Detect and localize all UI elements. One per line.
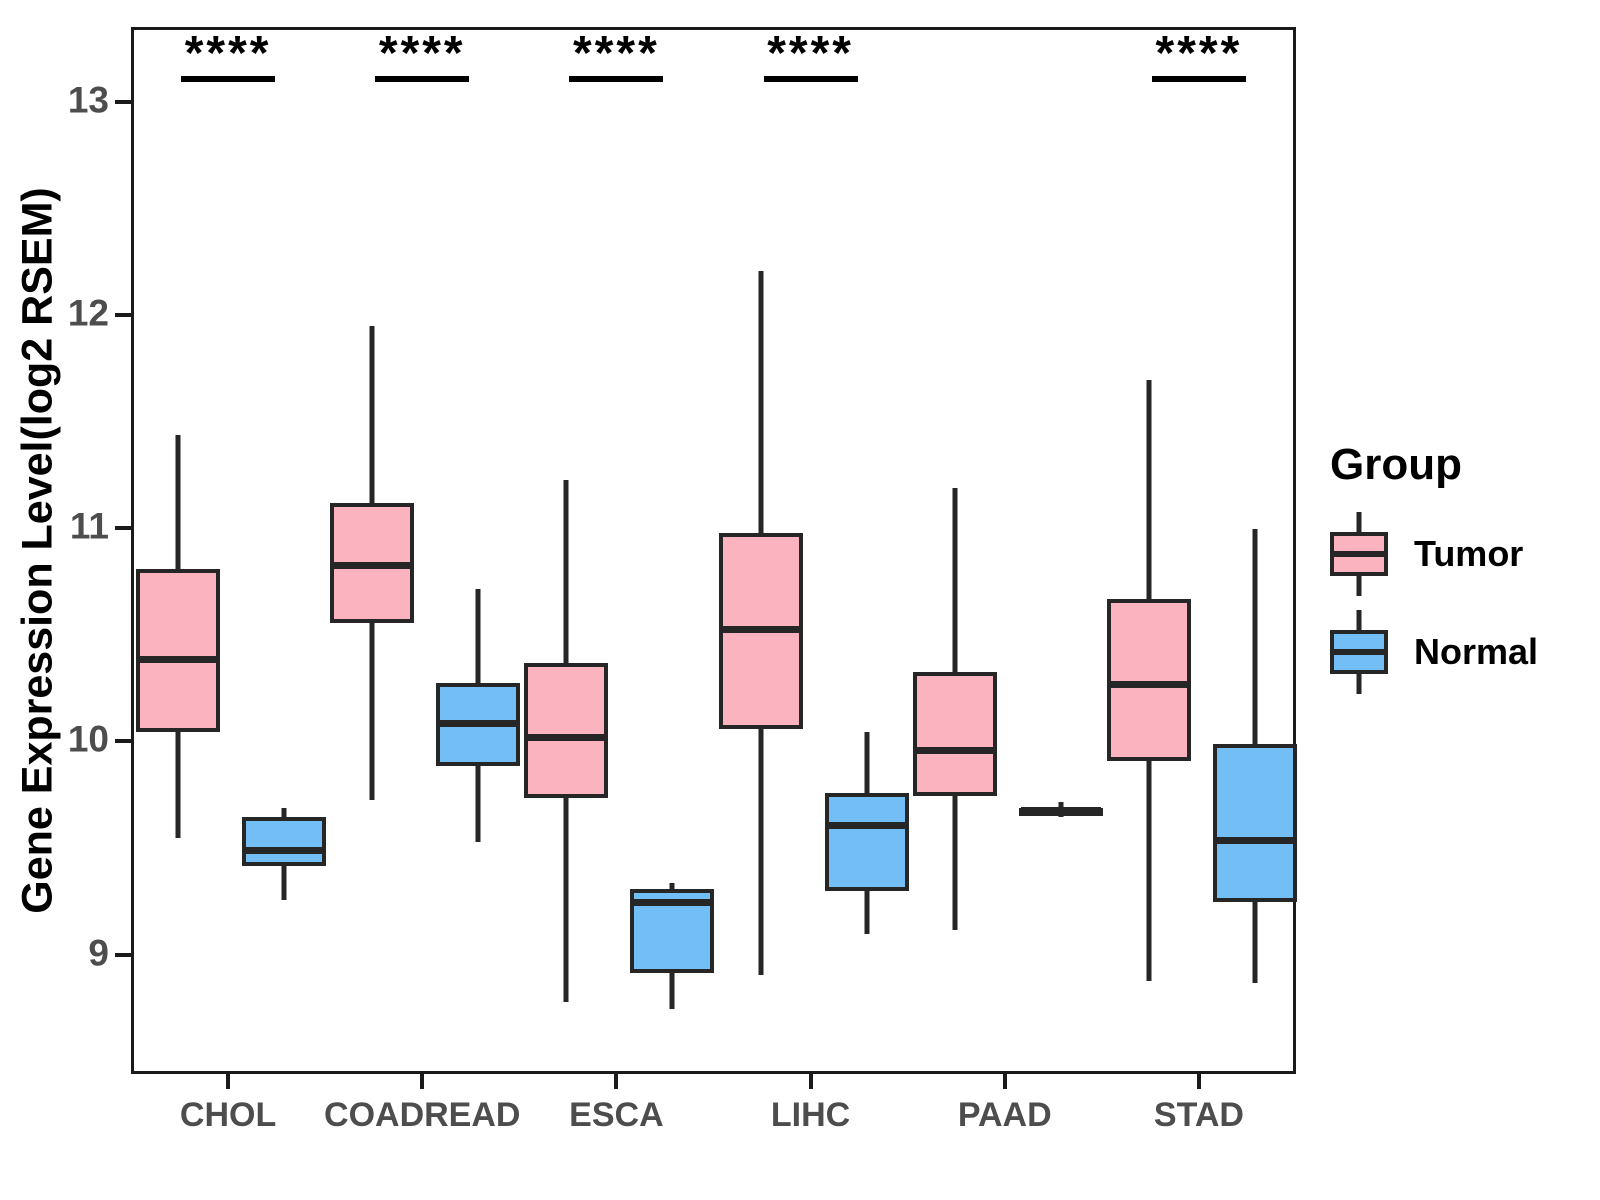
- box-tumor-chol: [136, 569, 221, 732]
- x-axis-tick: [1002, 1074, 1007, 1089]
- significance-bar-coadread: [375, 76, 470, 82]
- significance-stars-chol: ****: [184, 27, 272, 80]
- median-tumor-stad: [1108, 681, 1189, 689]
- box-normal-lihc: [824, 793, 909, 892]
- box-tumor-esca: [524, 663, 609, 798]
- x-axis-tick-label-coadread: COADREAD: [324, 1096, 521, 1134]
- y-axis-tick: [115, 952, 131, 957]
- x-axis-tick: [226, 1074, 231, 1089]
- y-axis-tick-label: 10: [67, 718, 109, 760]
- significance-stars-stad: ****: [1155, 27, 1243, 80]
- legend: Group Tumor Normal: [1330, 440, 1590, 708]
- x-axis-tick-label-chol: CHOL: [179, 1096, 277, 1134]
- significance-bar-esca: [569, 76, 664, 82]
- median-tumor-chol: [138, 655, 219, 663]
- legend-item-tumor: Tumor: [1330, 512, 1590, 596]
- significance-bar-chol: [181, 76, 276, 82]
- x-axis-tick-label-esca: ESCA: [569, 1096, 664, 1134]
- median-normal-coadread: [438, 719, 519, 727]
- median-normal-paad: [1020, 806, 1101, 814]
- x-axis-tick-label-lihc: LIHC: [770, 1096, 851, 1134]
- y-axis-tick: [115, 739, 131, 744]
- box-normal-stad: [1212, 744, 1297, 903]
- x-axis-tick-label-stad: STAD: [1153, 1096, 1244, 1134]
- significance-bar-lihc: [763, 76, 858, 82]
- legend-label-normal: Normal: [1414, 631, 1539, 672]
- boxplot-glyph-icon: [1330, 610, 1388, 694]
- y-axis-tick: [115, 526, 131, 531]
- box-tumor-paad: [912, 671, 997, 796]
- x-axis-tick-label-paad: PAAD: [957, 1096, 1052, 1134]
- y-axis-tick-label: 11: [69, 505, 109, 547]
- legend-item-normal: Normal: [1330, 610, 1590, 694]
- median-normal-stad: [1214, 836, 1295, 844]
- box-normal-chol: [242, 816, 327, 866]
- legend-title: Group: [1330, 440, 1462, 489]
- plot-panel: [131, 27, 1297, 1074]
- y-axis-tick-label: 12: [67, 292, 109, 334]
- significance-stars-esca: ****: [573, 27, 660, 80]
- y-axis-tick: [115, 312, 131, 317]
- median-tumor-esca: [526, 734, 607, 742]
- median-normal-chol: [244, 847, 325, 855]
- median-tumor-lihc: [720, 625, 801, 633]
- significance-bar-stad: [1151, 76, 1246, 82]
- median-normal-esca: [632, 898, 713, 906]
- x-axis-tick: [420, 1074, 425, 1089]
- median-tumor-coadread: [332, 561, 413, 569]
- y-axis-title: Gene Expression Level(log2 RSEM): [8, 27, 68, 1074]
- significance-stars-coadread: ****: [378, 27, 466, 80]
- y-axis-tick: [115, 99, 131, 104]
- glyph-median: [1330, 551, 1388, 557]
- x-axis-tick: [614, 1074, 619, 1089]
- legend-label-tumor: Tumor: [1414, 533, 1524, 574]
- x-axis-tick: [1196, 1074, 1201, 1089]
- median-tumor-paad: [914, 747, 995, 755]
- median-normal-lihc: [826, 821, 907, 829]
- box-tumor-stad: [1106, 599, 1191, 762]
- x-axis-tick: [808, 1074, 813, 1089]
- boxplot-glyph-icon: [1330, 512, 1388, 596]
- y-axis-tick-label: 13: [67, 78, 109, 120]
- y-axis-tick-label: 9: [88, 931, 109, 973]
- glyph-median: [1330, 649, 1388, 655]
- significance-stars-lihc: ****: [767, 27, 854, 80]
